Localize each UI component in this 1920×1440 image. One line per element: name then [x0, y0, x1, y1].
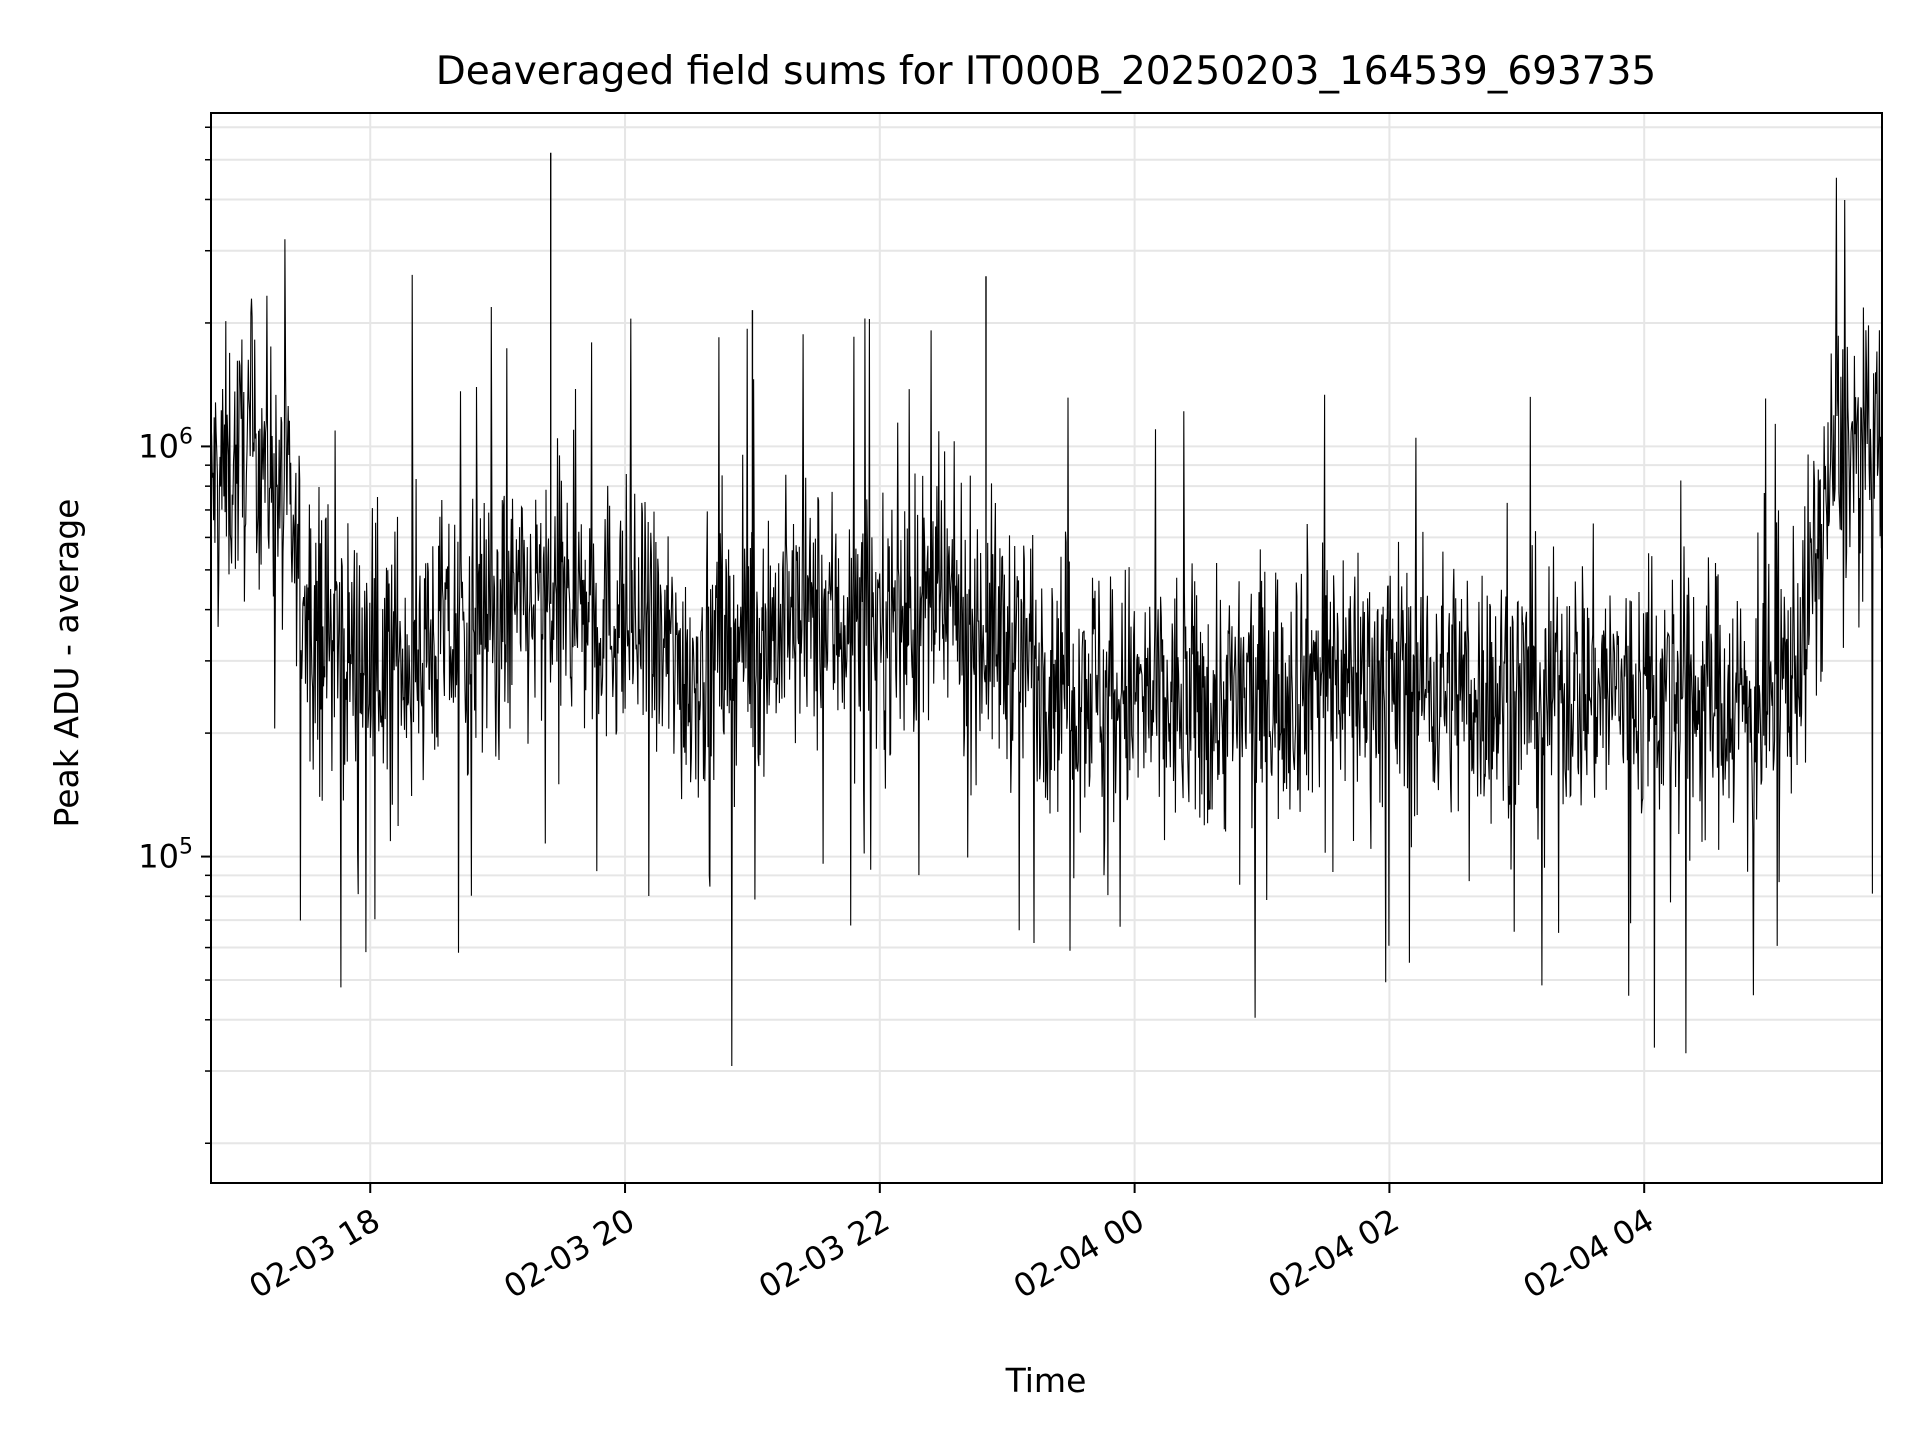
- axes-frame: [210, 112, 1883, 1184]
- x-axis-label: Time: [1005, 1361, 1087, 1400]
- chart-title: Deaveraged field sums for IT000B_2025020…: [436, 49, 1656, 94]
- y-axis-label: Peak ADU - average: [47, 499, 86, 828]
- y-tick-label: 106: [138, 424, 193, 465]
- plot-area: [210, 152, 1883, 1067]
- y-tick-label: 105: [138, 835, 193, 876]
- series-line: [210, 177, 1883, 1067]
